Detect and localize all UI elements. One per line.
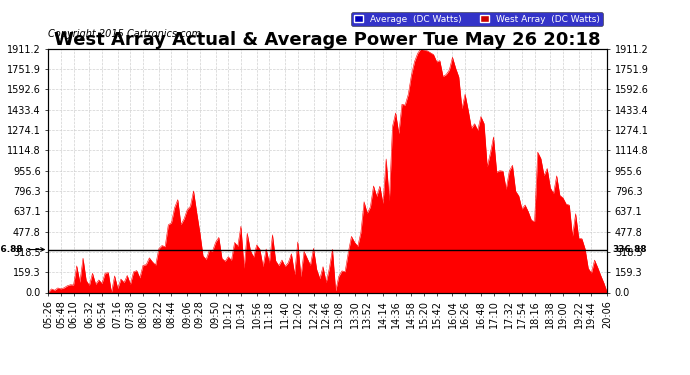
Title: West Array Actual & Average Power Tue May 26 20:18: West Array Actual & Average Power Tue Ma… [55,31,601,49]
Text: Copyright 2015 Cartronics.com: Copyright 2015 Cartronics.com [48,29,201,39]
Text: 336.88: 336.88 [0,245,44,254]
Legend: Average  (DC Watts), West Array  (DC Watts): Average (DC Watts), West Array (DC Watts… [351,12,602,26]
Text: 336.88: 336.88 [613,245,647,254]
